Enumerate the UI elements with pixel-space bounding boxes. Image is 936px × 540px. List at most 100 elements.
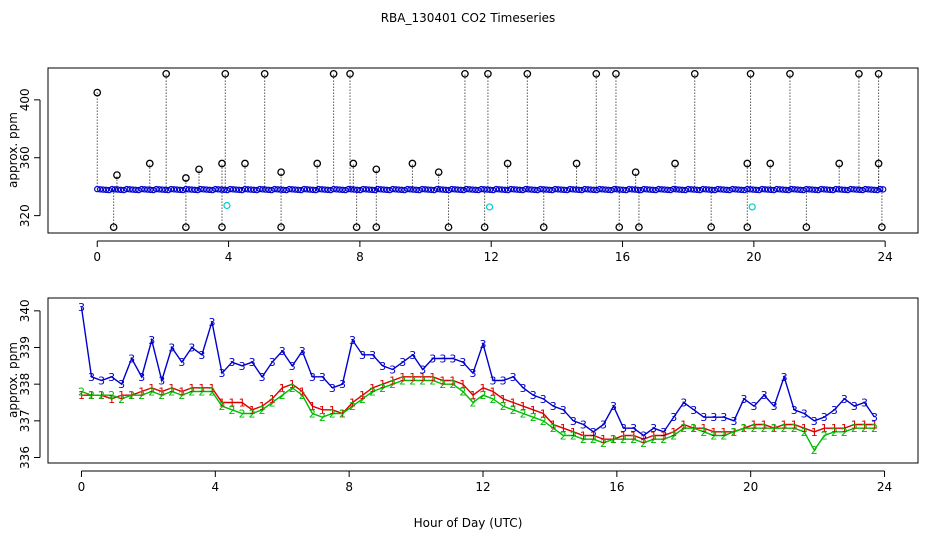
baseline-point [182, 185, 190, 193]
spike-high-point [372, 165, 381, 174]
cyan-point [485, 203, 494, 211]
series-2-marker: 2 [741, 422, 748, 435]
baseline-point [159, 186, 166, 193]
baseline-point [289, 186, 296, 193]
baseline-point [682, 186, 689, 194]
baseline-point [856, 186, 863, 194]
baseline-point [232, 186, 240, 193]
series-1-marker: 1 [851, 419, 858, 432]
baseline-point [814, 186, 822, 194]
series-3-marker: 3 [208, 316, 215, 329]
series-3-marker: 3 [530, 389, 537, 402]
spike-high-point [766, 159, 775, 168]
series-1-marker: 1 [811, 426, 818, 439]
series-1-marker: 1 [279, 382, 286, 395]
baseline-point [357, 186, 364, 194]
baseline-point [507, 185, 515, 193]
spike-high-point [612, 69, 620, 78]
baseline-point [522, 185, 529, 193]
baseline-point [711, 186, 718, 194]
baseline-point [755, 186, 763, 194]
baseline-point [221, 186, 228, 194]
figure-title: RBA_130401 CO2 Timeseries [381, 11, 556, 25]
baseline-point [622, 186, 630, 194]
baseline-point [791, 186, 798, 193]
series-1-marker: 1 [369, 382, 376, 395]
baseline-point [667, 186, 674, 194]
baseline-point [841, 186, 848, 194]
series-3-line [80, 307, 876, 437]
series-3-marker: 3 [108, 371, 115, 384]
series-2-marker: 2 [279, 389, 286, 402]
baseline-point [738, 186, 745, 194]
baseline-point [318, 186, 326, 193]
top-x-tick-label: 12 [484, 250, 499, 264]
spike-low-point [743, 223, 752, 232]
baseline-point [605, 186, 612, 194]
series-1-marker: 1 [118, 389, 125, 402]
series-2-marker: 2 [229, 404, 236, 417]
spike-high-point [786, 69, 794, 78]
series-3-marker: 3 [650, 422, 657, 435]
series-1-marker: 1 [349, 397, 356, 410]
baseline-point [424, 186, 432, 193]
baseline-point [439, 186, 447, 193]
series-2-marker: 2 [118, 393, 125, 406]
bottom-y-tick-label: 340 [18, 299, 32, 322]
series-1-marker: 1 [399, 371, 406, 384]
baseline-point [516, 186, 523, 194]
series-1-marker: 1 [710, 426, 717, 439]
spike-low-point [218, 223, 226, 232]
series-3-marker: 3 [670, 411, 677, 424]
series-2-marker: 2 [540, 415, 547, 428]
panel-bottom-frame [47, 297, 919, 464]
bottom-x-tick-label: 0 [78, 480, 86, 494]
baseline-point [422, 186, 429, 193]
baseline-point [619, 186, 627, 194]
series-1-marker: 1 [650, 430, 657, 443]
series-1-marker: 1 [610, 433, 617, 446]
baseline-point [209, 186, 216, 194]
series-3-marker: 3 [269, 356, 276, 369]
series-2-marker: 2 [801, 426, 808, 439]
baseline-point [224, 186, 231, 194]
series-1-marker: 1 [660, 430, 667, 443]
baseline-point [735, 186, 742, 193]
spike-low-point [635, 223, 643, 232]
baseline-point [472, 186, 479, 194]
series-3-marker: 3 [429, 353, 436, 366]
baseline-point [324, 186, 331, 194]
series-3-marker: 3 [389, 364, 396, 377]
series-1-marker: 1 [319, 404, 326, 417]
baseline-point [832, 185, 840, 193]
series-3-marker: 3 [419, 364, 426, 377]
series-3-marker: 3 [469, 367, 476, 380]
spike-high-point [743, 159, 752, 168]
baseline-point [117, 186, 125, 194]
series-3-marker: 3 [821, 411, 828, 424]
series-1-marker: 1 [540, 408, 547, 421]
baseline-point [646, 186, 653, 193]
spike-high-point [503, 159, 512, 168]
series-3-marker: 3 [520, 382, 527, 395]
baseline-point [141, 186, 148, 193]
baseline-point [513, 186, 521, 193]
series-3-marker: 3 [229, 356, 236, 369]
baseline-point [803, 185, 810, 193]
baseline-point [167, 185, 175, 193]
baseline-point [687, 186, 695, 193]
baseline-point [835, 186, 843, 193]
series-1-marker: 1 [419, 371, 426, 384]
series-2-line [81, 379, 875, 452]
baseline-point [448, 185, 456, 193]
series-1-marker: 1 [98, 389, 105, 402]
baseline-point [129, 186, 136, 193]
series-3-marker: 3 [861, 397, 868, 410]
series-1-marker: 1 [188, 382, 195, 395]
baseline-point [336, 186, 343, 193]
baseline-point [401, 186, 408, 194]
baseline-point [566, 185, 574, 193]
series-2-marker: 2 [148, 386, 155, 399]
series-1-marker: 1 [469, 389, 476, 402]
